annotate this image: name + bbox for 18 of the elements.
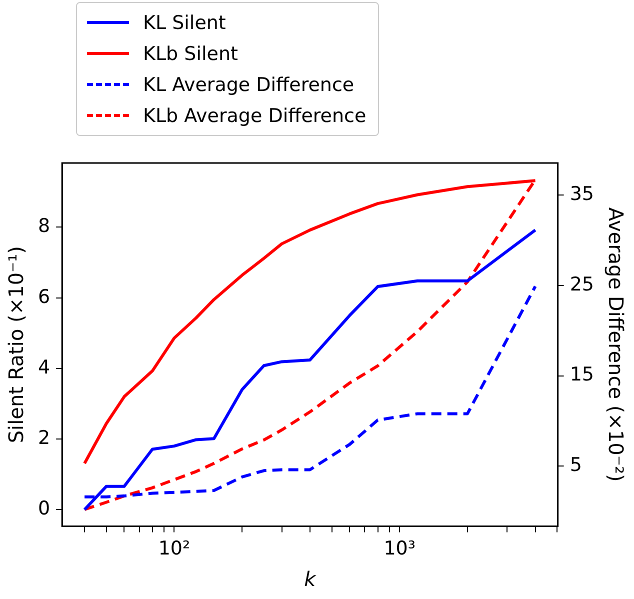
- legend-label: KLb Average Difference: [143, 104, 366, 126]
- y2-tick-label: 35: [570, 183, 594, 206]
- y2-tick-label: 5: [570, 454, 582, 476]
- x-axis-title: k: [304, 567, 318, 592]
- y-tick-label: 4: [38, 356, 50, 378]
- y-axis-title: Silent Ratio (×10⁻¹): [4, 246, 28, 444]
- legend-label: KL Silent: [143, 12, 226, 34]
- y-tick-label: 0: [38, 498, 50, 520]
- y-tick-label: 6: [38, 286, 50, 308]
- legend-label: KLb Silent: [143, 42, 238, 64]
- y2-tick-label: 25: [570, 273, 594, 296]
- y2-tick-label: 15: [570, 364, 594, 386]
- y-tick-label: 8: [38, 215, 50, 238]
- y2-axis-title: Average Difference (×10⁻²): [604, 207, 628, 482]
- y-tick-label: 2: [38, 426, 50, 449]
- x-tick-label: 10²: [158, 538, 190, 560]
- legend-label: KL Average Difference: [143, 74, 354, 96]
- x-tick-label: 10³: [384, 538, 416, 560]
